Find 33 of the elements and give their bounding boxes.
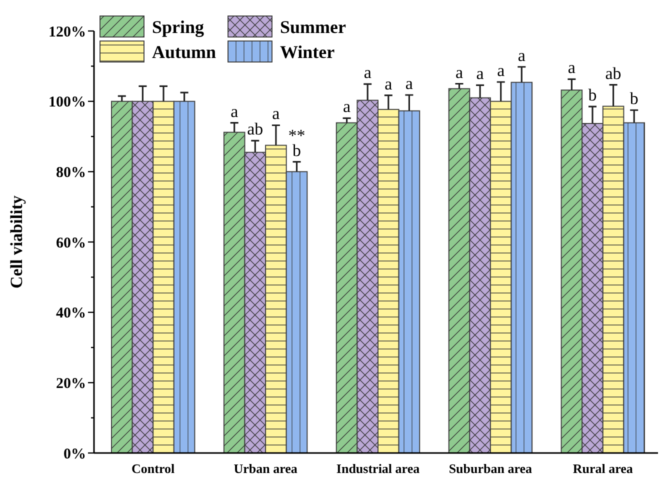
data-label: ab (605, 64, 622, 83)
legend-label: Winter (280, 42, 335, 62)
data-label: ab (247, 120, 264, 139)
legend-label: Autumn (152, 42, 216, 62)
data-label: a (497, 60, 506, 80)
data-label: a (384, 74, 393, 94)
data-label: a (455, 62, 464, 82)
data-label: a (476, 64, 484, 84)
x-tick-label: Suburban area (448, 461, 533, 476)
data-label: a (518, 46, 526, 65)
data-label: a (405, 74, 414, 94)
data-label: ** b (288, 126, 306, 160)
x-tick-label: Rural area (572, 461, 634, 476)
y-tick-label: 100% (48, 94, 86, 111)
data-label: a (364, 63, 372, 82)
x-tick-label: Industrial area (336, 461, 420, 476)
x-tick-label: Control (132, 461, 176, 476)
data-label: a (343, 97, 352, 116)
y-tick-label: 0% (64, 446, 86, 462)
data-label: a (272, 104, 280, 124)
y-tick-label: 80% (56, 164, 86, 181)
x-tick-label: Urban area (234, 461, 298, 476)
y-tick-label: 40% (56, 306, 86, 322)
legend-label: Spring (152, 17, 204, 37)
y-tick-label: 20% (56, 376, 86, 392)
data-label: b (630, 89, 638, 108)
data-label: b (588, 86, 597, 105)
legend-label: Summer (280, 17, 346, 37)
y-tick-label: 60% (56, 235, 86, 252)
data-label: a (230, 102, 239, 121)
y-axis-title: Cell viability (7, 194, 26, 289)
y-tick-label: 120% (48, 24, 86, 40)
data-label: a (568, 58, 576, 78)
